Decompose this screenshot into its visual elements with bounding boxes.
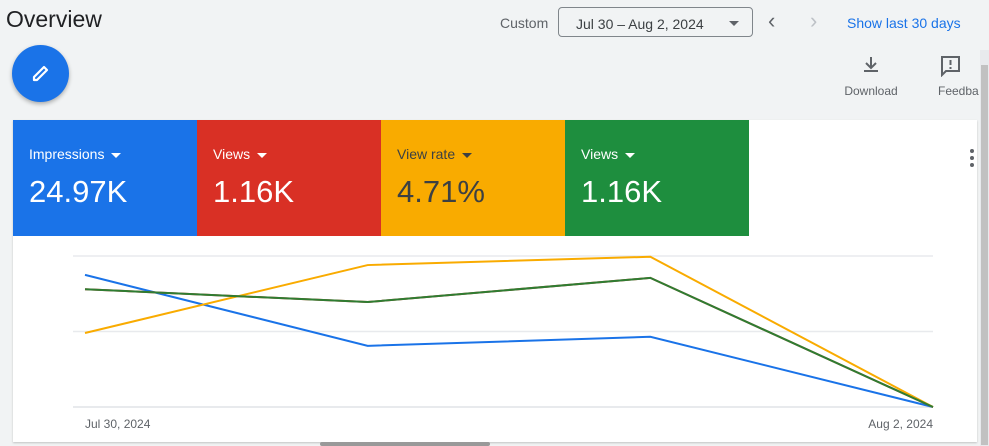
feedback-icon [941, 56, 960, 78]
previous-period-button[interactable]: ‹ [768, 8, 776, 33]
metric-label: Views [213, 146, 268, 162]
dropdown-arrow-icon [729, 21, 739, 26]
download-icon [864, 57, 878, 72]
metric-tile-view-rate[interactable]: View rate 4.71% [381, 120, 565, 236]
metric-value: 4.71% [397, 174, 485, 209]
dropdown-arrow-icon [625, 152, 636, 158]
dropdown-arrow-icon [462, 152, 473, 158]
edit-button[interactable] [12, 45, 69, 102]
metric-tile-views-2[interactable]: Views 1.16K [565, 120, 749, 236]
metric-tile-views[interactable]: Views 1.16K [197, 120, 381, 236]
chart-card: Impressions 24.97K Views 1.16K View rate… [13, 120, 977, 442]
metric-value: 24.97K [29, 174, 128, 209]
horizontal-scrollbar[interactable] [320, 442, 490, 446]
next-period-button[interactable]: › [810, 8, 818, 33]
date-range-value: Jul 30 – Aug 2, 2024 [576, 16, 704, 32]
series-line-views-3[interactable] [84, 276, 934, 408]
vertical-scrollbar[interactable] [980, 50, 989, 446]
date-range-select[interactable]: Jul 30 – Aug 2, 2024 [558, 7, 753, 37]
show-last-30-days-link[interactable]: Show last 30 days [847, 15, 961, 31]
scrollbar-thumb[interactable] [981, 65, 988, 445]
download-label: Download [844, 84, 898, 98]
metric-value: 1.16K [581, 174, 663, 209]
more-options-icon[interactable] [967, 148, 977, 168]
page-title: Overview [6, 6, 102, 32]
series-line-view-rate-2[interactable] [84, 255, 934, 408]
download-button[interactable]: Download [840, 55, 902, 98]
x-tick-label: Aug 2, 2024 [868, 417, 933, 431]
line-chart: Jul 30, 2024 Aug 2, 2024 [73, 255, 934, 431]
dropdown-arrow-icon [111, 152, 122, 158]
metric-label: Impressions [29, 146, 122, 162]
series-line-impressions-0[interactable] [84, 273, 934, 408]
dropdown-arrow-icon [257, 152, 268, 158]
feedback-label: Feedba [938, 84, 979, 98]
series-line-views-1[interactable] [84, 276, 934, 408]
range-type-label: Custom [500, 15, 549, 31]
pencil-icon [32, 65, 49, 82]
x-tick-label: Jul 30, 2024 [85, 417, 151, 431]
metric-label: Views [581, 146, 636, 162]
feedback-button[interactable]: Feedba [938, 55, 983, 98]
metric-label: View rate [397, 146, 473, 162]
metric-tile-impressions[interactable]: Impressions 24.97K [13, 120, 197, 236]
metric-value: 1.16K [213, 174, 295, 209]
